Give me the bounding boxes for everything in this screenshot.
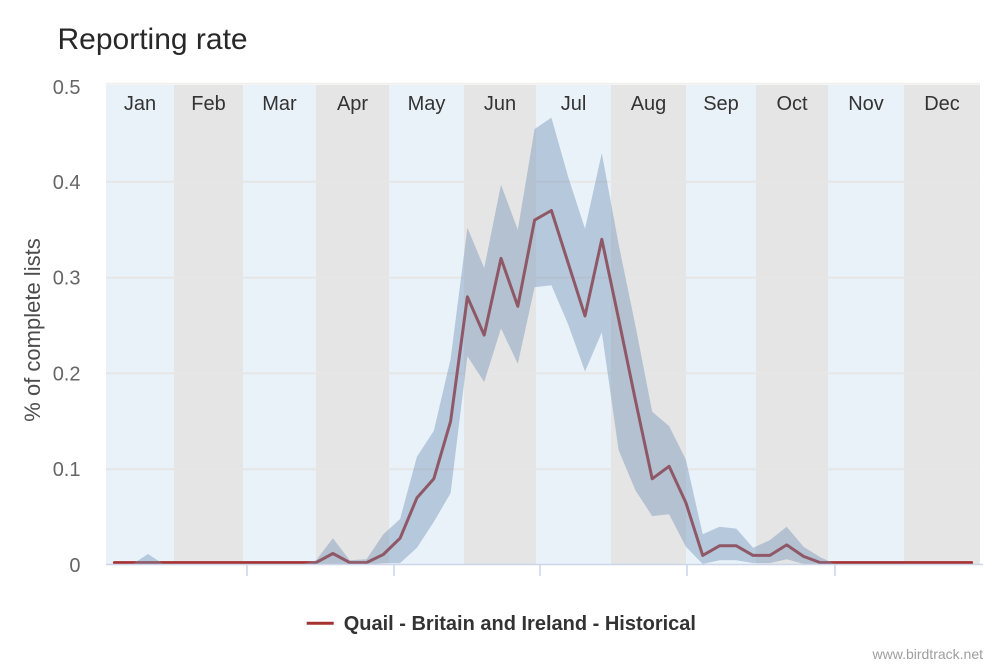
svg-text:Jun: Jun [484,93,516,115]
svg-text:% of complete lists: % of complete lists [20,238,45,421]
svg-text:Quail - Britain and Ireland -: Quail - Britain and Ireland - Historical [344,613,696,635]
svg-text:Dec: Dec [924,93,960,115]
svg-text:0.3: 0.3 [53,268,81,290]
svg-text:Jan: Jan [124,93,156,115]
svg-text:0.4: 0.4 [53,172,81,194]
svg-text:0: 0 [69,555,80,577]
svg-text:Aug: Aug [631,93,667,115]
svg-text:May: May [408,93,446,115]
svg-text:0.2: 0.2 [53,363,81,385]
svg-text:Sep: Sep [703,93,739,115]
svg-text:Oct: Oct [776,93,808,115]
svg-text:Mar: Mar [262,93,297,115]
svg-text:Reporting rate: Reporting rate [58,23,248,56]
svg-text:Feb: Feb [191,93,225,115]
svg-text:0.5: 0.5 [53,77,81,99]
svg-text:Apr: Apr [337,93,368,115]
svg-text:www.birdtrack.net: www.birdtrack.net [872,646,984,662]
svg-text:Nov: Nov [848,93,884,115]
svg-text:0.1: 0.1 [53,459,81,481]
svg-text:Jul: Jul [561,93,587,115]
